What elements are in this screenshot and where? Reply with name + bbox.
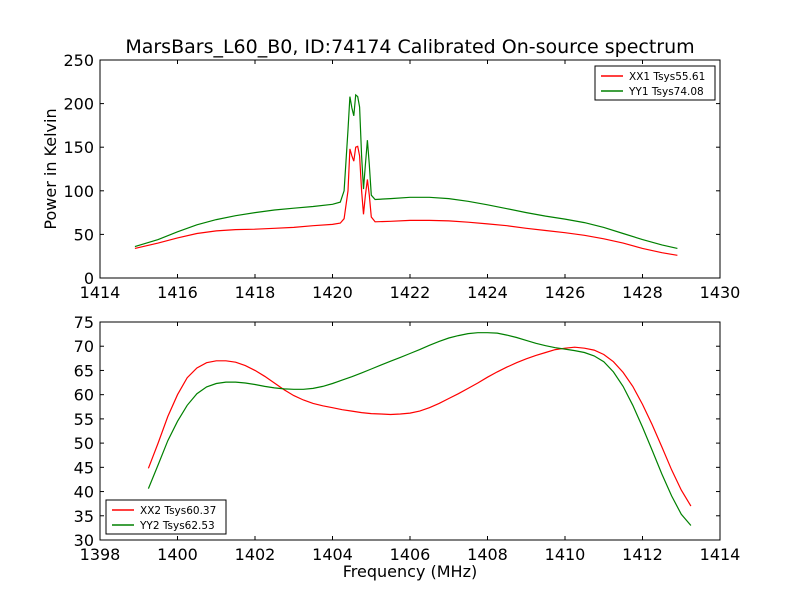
x-tick-label: 1404 [312, 545, 353, 564]
x-tick-label: 1414 [700, 545, 741, 564]
x-tick-label: 1420 [312, 283, 353, 302]
x-tick-label: 1412 [622, 545, 663, 564]
x-tick-label: 1424 [467, 283, 508, 302]
y-tick-label: 50 [74, 434, 94, 453]
y-tick-label: 100 [63, 182, 94, 201]
x-tick-label: 1426 [545, 283, 586, 302]
series-line-1-2 [134, 93, 678, 249]
x-tick-label: 1406 [390, 545, 431, 564]
x-tick-label: 1414 [80, 283, 121, 302]
legend-box [594, 65, 716, 101]
legend-entry: YY2 Tsys62.53 [139, 520, 215, 532]
legend-entry: XX2 Tsys60.37 [140, 505, 216, 517]
y-tick-label: 60 [74, 386, 94, 405]
x-tick-label: 1416 [157, 283, 198, 302]
x-tick-label: 1428 [622, 283, 663, 302]
legend-entry: XX1 Tsys55.61 [629, 71, 705, 83]
y-tick-label: 75 [74, 313, 94, 332]
chart-title: MarsBars_L60_B0, ID:74174 Calibrated On-… [125, 36, 694, 58]
legend: XX2 Tsys60.37 YY2 Tsys62.53 [105, 499, 227, 535]
y-tick-label: 45 [74, 458, 94, 477]
x-axis-label: Frequency (MHz) [343, 562, 477, 581]
y-tick-label: 200 [63, 95, 94, 114]
series-line-2-1 [147, 346, 692, 507]
x-tick-label: 1400 [157, 545, 198, 564]
x-tick-label: 1410 [545, 545, 586, 564]
x-tick-label: 1402 [235, 545, 276, 564]
y-tick-label: 65 [74, 361, 94, 380]
x-tick-label: 1398 [80, 545, 121, 564]
x-tick-label: 1430 [700, 283, 741, 302]
legend: XX1 Tsys55.61 YY1 Tsys74.08 [594, 65, 716, 101]
y-tick-label: 40 [74, 483, 94, 502]
subplot-1: 1414 1416 1418 1420 1422 1424 1426 1428 1430 0 50 1… [41, 51, 740, 302]
legend-box [105, 499, 227, 535]
y-tick-label: 30 [74, 531, 94, 550]
y-tick-label: 150 [63, 138, 94, 157]
series-line-1-1 [134, 145, 678, 256]
subplot-2: 1398 1400 1402 1404 1406 1408 1410 1412 1414 30 35… [74, 313, 741, 581]
series-line-2-2 [147, 332, 692, 526]
x-tick-label: 1422 [390, 283, 431, 302]
y-tick-label: 0 [84, 269, 94, 288]
y-axis-label: Power in Kelvin [41, 108, 60, 229]
y-tick-label: 70 [74, 337, 94, 356]
x-tick-label: 1418 [235, 283, 276, 302]
y-tick-label: 35 [74, 507, 94, 526]
y-tick-label: 250 [63, 51, 94, 70]
x-tick-label: 1408 [467, 545, 508, 564]
y-tick-label: 55 [74, 410, 94, 429]
y-tick-label: 50 [74, 225, 94, 244]
legend-entry: YY1 Tsys74.08 [628, 86, 704, 98]
